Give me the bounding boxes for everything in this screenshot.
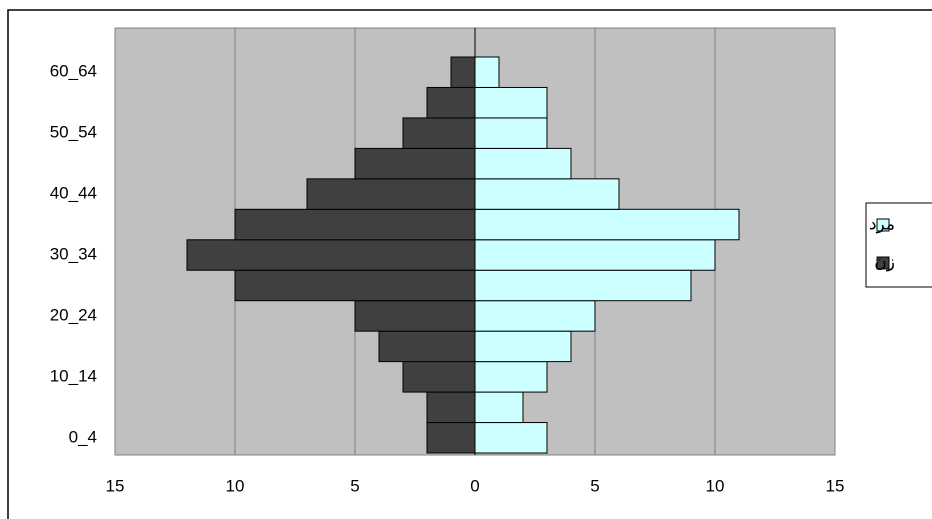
bar <box>474 391 524 424</box>
x-tick-label: 10 <box>706 476 725 495</box>
x-tick-label: 10 <box>226 476 245 495</box>
labels: 15 10 5 0 5 10 15 0_4 10_14 20_24 30_34 40_44 50_54 6… <box>50 28 845 495</box>
x-tick-label: 15 <box>106 476 125 495</box>
bar <box>426 422 476 454</box>
x-tick-label: 15 <box>826 476 845 495</box>
bar <box>474 178 620 210</box>
legend-box <box>865 202 932 288</box>
legend-label: مرد <box>869 214 895 233</box>
y-tick-label: 40_44 <box>50 184 97 203</box>
y-tick-label: 50_54 <box>50 123 97 142</box>
bar <box>186 239 476 271</box>
bar <box>474 117 548 149</box>
bar <box>474 56 500 88</box>
x-tick-label: 5 <box>350 476 359 495</box>
bar <box>474 86 548 119</box>
bar <box>402 361 476 393</box>
y-tick-label: 30_34 <box>50 244 97 263</box>
x-tick-label: 0 <box>470 476 479 495</box>
bar <box>426 391 476 424</box>
bar <box>378 330 476 363</box>
bar <box>474 239 716 271</box>
bars <box>186 56 740 454</box>
bar <box>354 300 476 332</box>
y-tick-label: 10_14 <box>50 366 97 385</box>
bar <box>474 422 548 454</box>
bar <box>354 147 476 180</box>
bar <box>474 361 548 393</box>
bar <box>450 56 476 88</box>
bar <box>474 147 572 180</box>
y-tick-label: 20_24 <box>50 305 97 324</box>
bar <box>402 117 476 149</box>
bar <box>474 208 740 241</box>
bar <box>306 178 476 210</box>
legend-swatch <box>876 218 890 232</box>
bar <box>234 269 476 302</box>
bar <box>234 208 476 241</box>
bar <box>426 86 476 119</box>
legend: مرد زن <box>869 214 895 271</box>
legend-swatch <box>876 256 890 270</box>
legend-label: زن <box>874 252 895 271</box>
bar <box>474 330 572 363</box>
y-tick-label: 0_4 <box>69 427 97 446</box>
y-tick-label: 60_64 <box>50 62 97 81</box>
bar <box>474 300 596 332</box>
bar <box>474 269 692 302</box>
x-tick-label: 5 <box>590 476 599 495</box>
